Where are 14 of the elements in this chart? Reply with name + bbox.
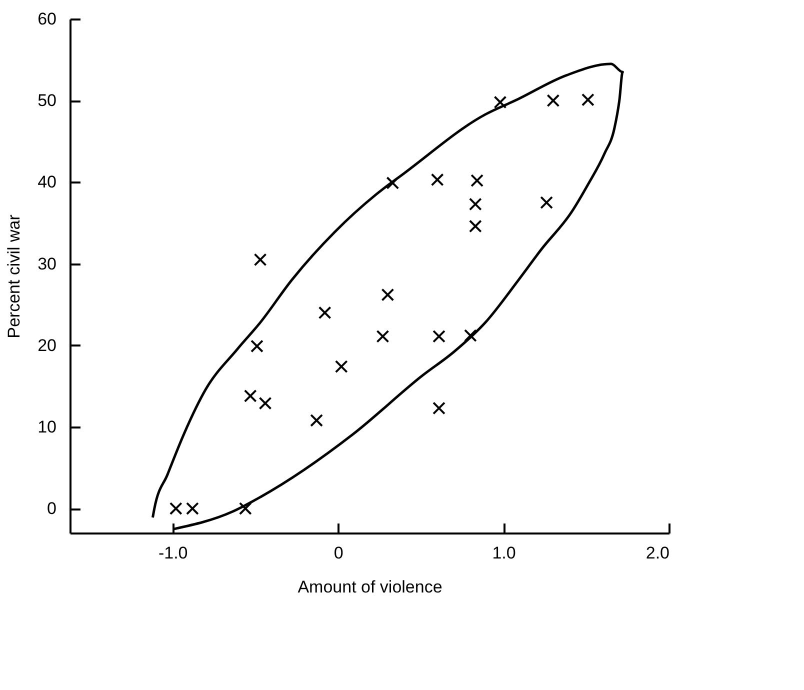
x-tick-label: 2.0 — [646, 544, 670, 562]
line-series — [151, 62, 624, 530]
x-tick-label: 0 — [334, 544, 344, 562]
y-tick-label: 30 — [38, 254, 56, 274]
y-tick-label: 50 — [38, 91, 56, 110]
y-tick-label: 10 — [38, 417, 56, 436]
x-tick-label: 1.0 — [492, 544, 516, 562]
y-tick-label: 40 — [38, 172, 56, 192]
y-tick-label: 60 — [38, 10, 56, 28]
x-tick-label: -1.0 — [158, 544, 188, 562]
x-axis-title: Amount of violence — [298, 578, 442, 596]
y-tick-label: 0 — [47, 499, 56, 518]
y-tick-label: 20 — [38, 336, 56, 355]
y-axis-title: Percent civil war — [4, 214, 24, 338]
